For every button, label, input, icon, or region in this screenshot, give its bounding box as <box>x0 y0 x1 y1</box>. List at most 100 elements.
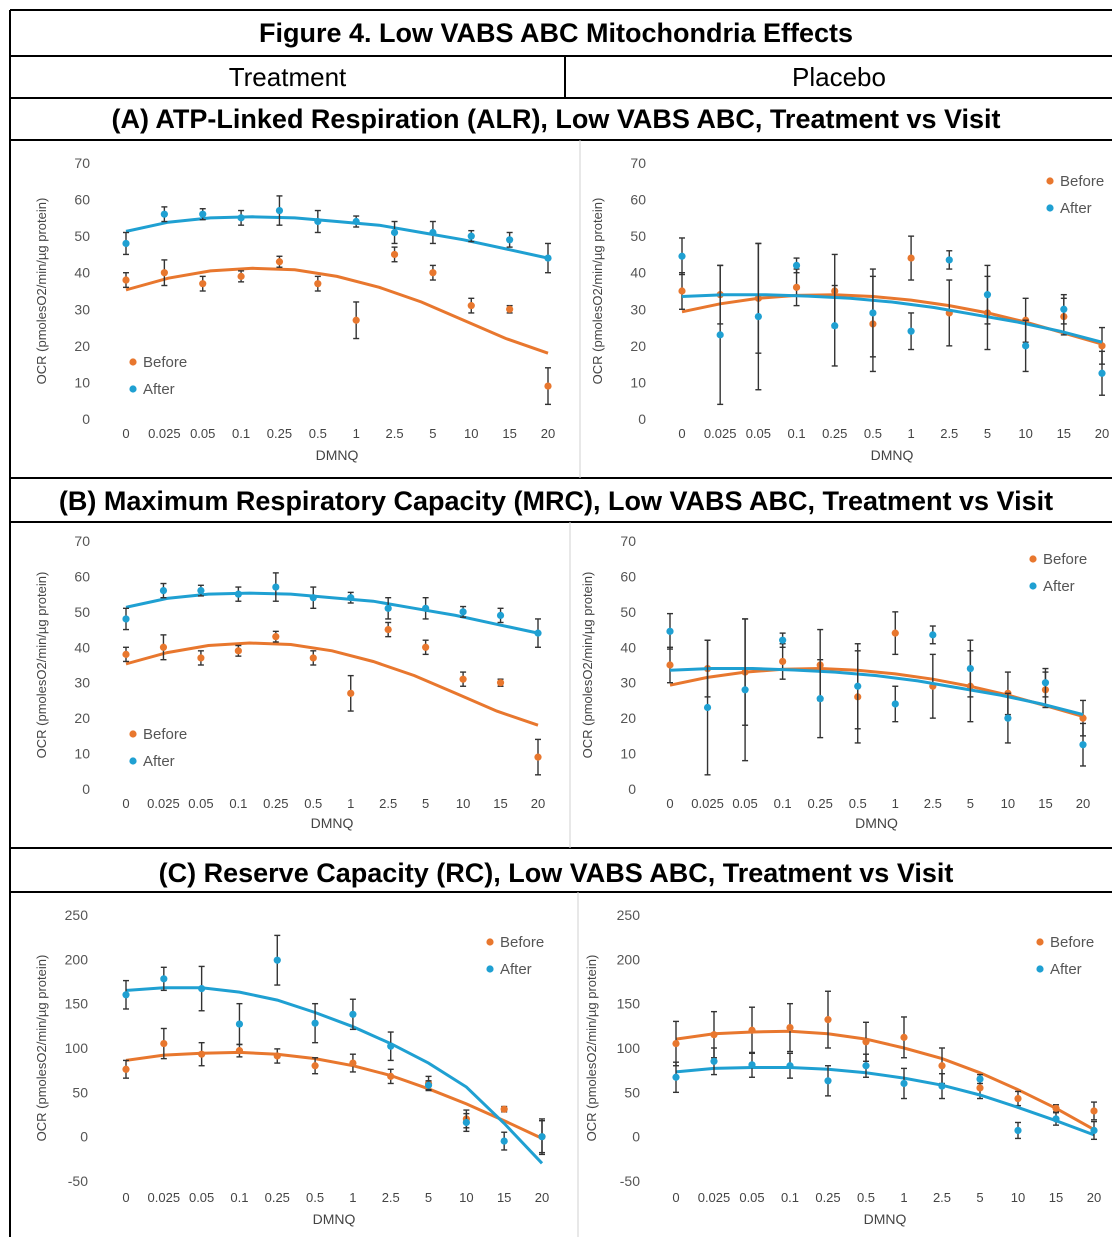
legend-marker-after <box>129 385 137 393</box>
data-point-after <box>234 590 242 598</box>
data-point-after <box>384 604 392 612</box>
x-axis-label: DMNQ <box>313 1211 356 1227</box>
y-tick-label: 0 <box>82 411 90 427</box>
x-tick-label: 0.025 <box>704 426 737 441</box>
y-axis-label: OCR (pmolesO2/min/µg protein) <box>584 955 599 1142</box>
x-tick-label: 0.5 <box>306 1190 324 1205</box>
y-tick-label: 0 <box>82 781 90 797</box>
data-point-after <box>314 217 322 226</box>
y-tick-label: 10 <box>630 374 646 390</box>
x-tick-label: 10 <box>464 426 478 441</box>
legend-label-before: Before <box>1050 934 1094 951</box>
x-tick-label: 0.05 <box>189 1190 214 1205</box>
figure-title: Figure 4. Low VABS ABC Mitochondria Effe… <box>258 18 854 48</box>
x-tick-label: 15 <box>1057 426 1071 441</box>
y-tick-label: 20 <box>74 710 90 726</box>
data-point-after <box>779 636 787 644</box>
y-tick-label: 0 <box>632 1129 640 1145</box>
y-tick-label: -50 <box>620 1173 640 1189</box>
data-point-after <box>534 629 542 637</box>
data-point-before <box>387 1072 395 1080</box>
x-tick-label: 0.025 <box>147 796 180 811</box>
x-tick-label: 0 <box>122 796 129 811</box>
legend-label-after: After <box>1050 961 1082 978</box>
data-point-after <box>347 594 355 602</box>
x-tick-label: 0.25 <box>822 426 847 441</box>
trendline-before <box>675 1029 1095 1131</box>
data-point-after <box>275 206 284 215</box>
data-point-before <box>544 382 552 390</box>
data-point-before <box>314 280 322 288</box>
legend-marker-after <box>486 965 494 973</box>
y-tick-label: 70 <box>620 533 636 549</box>
legend-marker-before <box>1036 938 1044 946</box>
y-tick-label: 50 <box>630 228 646 244</box>
x-tick-label: 5 <box>422 796 429 811</box>
x-tick-label: 0.25 <box>265 1190 290 1205</box>
x-tick-label: 0.25 <box>267 426 292 441</box>
data-point-after <box>678 252 686 260</box>
y-tick-label: 60 <box>74 568 90 584</box>
data-point-after <box>710 1057 718 1065</box>
legend-marker-before <box>486 938 494 946</box>
x-tick-label: 15 <box>493 796 507 811</box>
data-point-after <box>748 1061 756 1069</box>
data-point-after <box>273 956 281 964</box>
x-tick-label: 0 <box>666 796 673 811</box>
trendline-after <box>125 591 539 635</box>
legend-marker-before <box>1029 555 1037 563</box>
data-point-after <box>159 587 168 595</box>
y-tick-label: 20 <box>620 710 636 726</box>
data-point-before <box>678 287 686 295</box>
data-point-after <box>538 1133 546 1141</box>
x-tick-label: 0.05 <box>190 426 215 441</box>
data-point-after <box>976 1075 984 1083</box>
data-point-before <box>273 1052 281 1060</box>
data-point-before <box>384 625 392 634</box>
x-tick-label: 1 <box>900 1190 907 1205</box>
x-tick-label: 0.25 <box>808 796 833 811</box>
x-tick-label: 0.05 <box>739 1190 764 1205</box>
data-point-before <box>1014 1094 1022 1103</box>
x-tick-label: 1 <box>892 796 899 811</box>
trendline-after <box>125 986 544 1165</box>
y-tick-label: 100 <box>617 1040 641 1056</box>
data-point-after <box>237 214 245 222</box>
y-axis-label: OCR (pmolesO2/min/µg protein) <box>34 955 49 1142</box>
data-point-before <box>467 302 475 310</box>
data-point-before <box>199 280 207 288</box>
data-point-after <box>786 1062 794 1070</box>
y-tick-label: 150 <box>617 996 641 1012</box>
x-tick-label: 10 <box>456 796 470 811</box>
data-point-before <box>429 269 437 277</box>
data-point-after <box>272 583 280 591</box>
x-axis-label: DMNQ <box>871 447 914 463</box>
chart-A-treatment: 0 10 20 30 40 50 60 70 0 0.025 0.05 0.1 0.25 0.5 1 2.5 5… <box>34 155 555 463</box>
legend-label-after: After <box>143 381 175 398</box>
y-tick-label: 10 <box>74 374 90 390</box>
data-point-after <box>349 1010 357 1018</box>
data-point-before <box>1052 1104 1060 1112</box>
legend-label-before: Before <box>500 934 544 951</box>
data-point-after <box>459 608 467 616</box>
chart-C-treatment: -50 0 50 100 150 200 250 0 0.025 0.05 0.1 0.25 0.5 1 2… <box>34 907 549 1227</box>
data-point-before <box>234 647 242 655</box>
data-point-before <box>422 643 430 651</box>
data-point-before <box>122 276 130 284</box>
x-axis-label: DMNQ <box>311 815 354 831</box>
data-point-after <box>422 604 430 612</box>
data-point-after <box>816 695 824 703</box>
x-tick-label: 0.025 <box>148 1190 181 1205</box>
y-axis-label: OCR (pmolesO2/min/µg protein) <box>34 572 49 759</box>
data-point-after <box>1090 1126 1098 1135</box>
data-point-before <box>275 258 284 266</box>
data-point-before <box>976 1084 984 1092</box>
x-tick-label: 5 <box>967 796 974 811</box>
x-tick-label: 2.5 <box>933 1190 951 1205</box>
data-point-after <box>854 682 862 690</box>
trendline-after <box>125 215 549 260</box>
x-tick-label: 20 <box>1095 426 1109 441</box>
data-point-after <box>506 236 514 244</box>
